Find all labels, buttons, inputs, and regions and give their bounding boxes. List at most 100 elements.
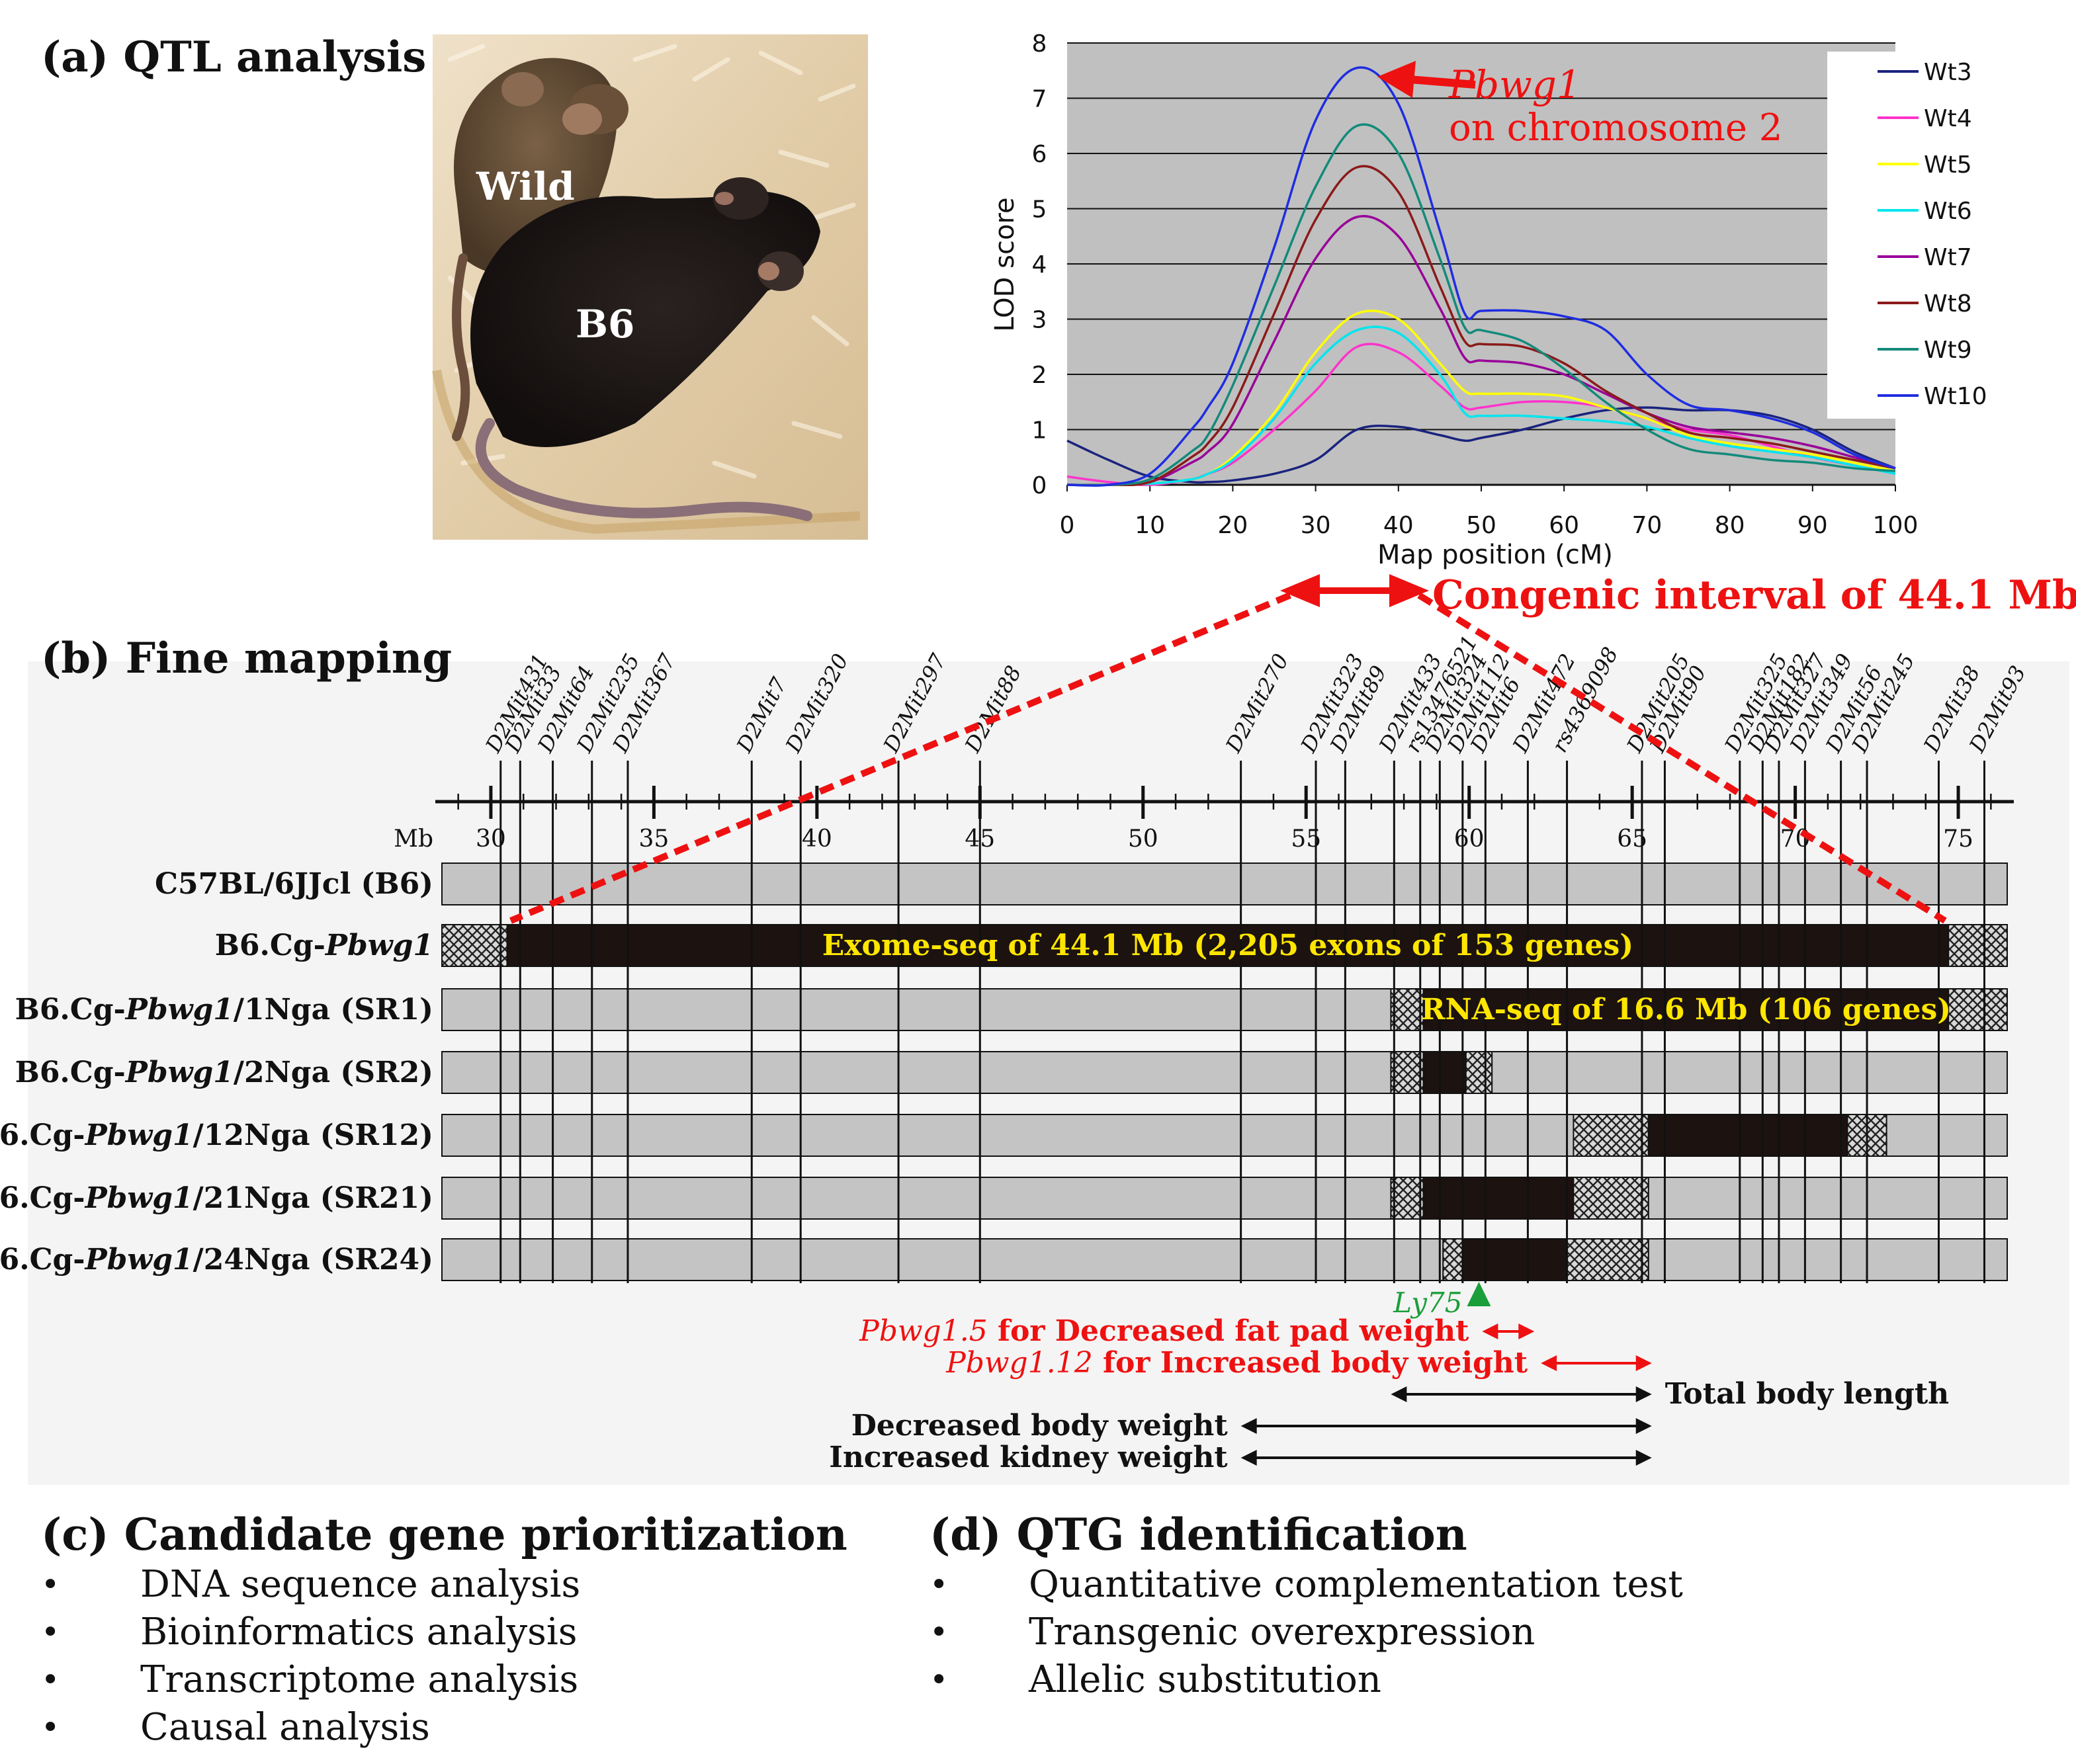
interval-arrowhead [1482,1323,1498,1339]
qtl-intervals: Pbwg1.5 for Decreased fat pad weightPbwg… [829,1314,1949,1474]
recombination-segment [1442,1238,1463,1281]
pbwg1-peak-annotation: Pbwg1 on chromosome 2 [1377,61,1782,149]
mb-tick-label: 50 [1128,825,1158,853]
photo-label-wild: Wild [476,164,575,209]
legend-label: Wt4 [1924,105,1972,132]
legend-label: Wt8 [1924,290,1972,317]
lod-series-wt8 [1066,165,1896,487]
panel-d: (d) QTG identification Quantitative comp… [930,1508,1856,1704]
lod-y-axis-label: LOD score [990,197,1020,331]
panel-b-title: (b) Fine mapping [41,634,452,683]
congenic-label: Congenic interval of 44.1 Mb [1432,572,2076,618]
lod-series-wt6 [1066,325,1896,486]
panel-d-title: (d) QTG identification [930,1509,1467,1560]
lod-series-wt10 [1066,66,1896,487]
lod-x-ticks: 0 10 20 30 40 50 60 70 80 90 100 [1060,483,1919,539]
interval-label: Decreased body weight [851,1409,1229,1443]
recombination-segment [1390,1051,1424,1094]
strain-bar [441,1051,2008,1094]
strain-bars [441,862,2008,1281]
lod-x-axis-label: Map position (cM) [1377,540,1613,570]
zoom-line-right [1417,592,1947,924]
donor-segment [1422,988,1950,1031]
marker-lines [499,761,1985,1283]
panel-c-title: (c) Candidate gene prioritization [41,1509,847,1560]
mb-tick-label: 35 [638,825,669,853]
candidate-list: DNA sequence analysis Bioinformatics ana… [41,1561,901,1751]
sequencing-note: Exome-seq of 44.1 Mb (2,205 exons of 153… [822,929,1633,962]
interval-arrowhead [1240,1450,1257,1466]
recombination-segment [1948,924,2008,967]
sequencing-note: RNA-seq of 16.6 Mb (106 genes) [1421,993,1951,1027]
strain-bar [441,1238,2008,1281]
strain-label: B6.Cg-Pbwg1/12Nga (SR12) [0,1118,433,1152]
legend-label: Wt7 [1924,244,1972,271]
lod-y-tick-label: 1 [1032,417,1047,444]
interval-arrowhead [1541,1355,1557,1371]
legend-label: Wt10 [1924,383,1987,410]
lod-legend-box [1827,52,2003,419]
recombination-segment [1390,1177,1424,1220]
peak-qtl-name: Pbwg1 [1448,62,1581,107]
strain-label: C57BL/6JJcl (B6) [155,867,433,901]
lod-x-tick-label: 30 [1301,512,1331,539]
donor-segment [1647,1114,1848,1157]
lod-series-wt9 [1066,123,1896,487]
panel-a-title: (a) QTL analysis [41,32,426,82]
qtg-item: Allelic substitution [930,1656,1856,1704]
lod-gridlines [1067,42,1895,485]
lod-x-tick-label: 80 [1715,512,1745,539]
lod-x-tick-label: 60 [1549,512,1579,539]
lod-x-tick-label: 10 [1135,512,1165,539]
lod-y-tick-label: 6 [1032,141,1047,168]
candidate-item: DNA sequence analysis [41,1561,901,1609]
lod-y-ticks: 0 1 2 3 4 5 6 7 8 [1032,30,1047,499]
photo-label-b6: B6 [576,302,634,347]
physical-map: Exome-seq of 44.1 Mb (2,205 exons of 153… [0,631,2031,1474]
congenic-arrow-right [1389,574,1429,607]
lod-series-group [1066,66,1896,487]
mb-tick-label: 75 [1943,825,1973,853]
mouse-photo: Wild B6 [432,34,868,540]
strain-bar [441,862,2008,905]
peak-arrow-shaft [1408,75,1476,89]
interval-label: Pbwg1.12 for Increased body weight [945,1346,1528,1380]
strain-label: B6.Cg-Pbwg1/2Nga (SR2) [15,1056,433,1089]
qtg-item: Transgenic overexpression [930,1609,1856,1656]
interval-arrowhead [1635,1386,1652,1402]
zoom-line-left [509,592,1291,924]
lod-x-tick-label: 70 [1631,512,1662,539]
lod-y-tick-label: 0 [1032,472,1047,499]
strain-label: B6.Cg-Pbwg1/1Nga (SR1) [15,993,433,1027]
lod-y-tick-label: 2 [1032,362,1047,389]
qtg-list: Quantitative complementation test Transg… [930,1561,1856,1704]
recombination-segment [1948,988,2008,1031]
lod-x-tick-label: 50 [1466,512,1496,539]
donor-segment [1422,1177,1575,1220]
strain-label: B6.Cg-Pbwg1 [215,929,433,962]
interval-arrowhead [1518,1323,1535,1339]
recombination-segment [1573,1177,1649,1220]
legend-label: Wt9 [1924,337,1972,364]
congenic-interval: Congenic interval of 44.1 Mb [1280,572,2076,618]
mb-tick-label: 70 [1780,825,1811,853]
mb-tick-label: 30 [476,825,506,853]
recombination-segment [1390,988,1424,1031]
lod-y-tick-label: 5 [1032,196,1047,224]
lod-x-tick-label: 0 [1060,512,1075,539]
lod-x-tick-label: 100 [1873,512,1919,539]
interval-arrowhead [1635,1418,1652,1434]
gene-marker: Ly75 [1393,1282,1491,1319]
interval-arrowhead [1635,1355,1652,1371]
donor-segment [1461,1238,1568,1281]
lod-x-tick-label: 90 [1797,512,1828,539]
interval-label: Increased kidney weight [829,1441,1228,1474]
recombination-segment [1573,1114,1649,1157]
recombination-segment [441,924,508,967]
lod-y-tick-label: 7 [1032,86,1047,113]
mb-tick-label: 45 [965,825,995,853]
legend-label: Wt5 [1924,151,1972,179]
candidate-item: Bioinformatics analysis [41,1609,901,1656]
strain-label: B6.Cg-Pbwg1/24Nga (SR24) [0,1243,433,1277]
